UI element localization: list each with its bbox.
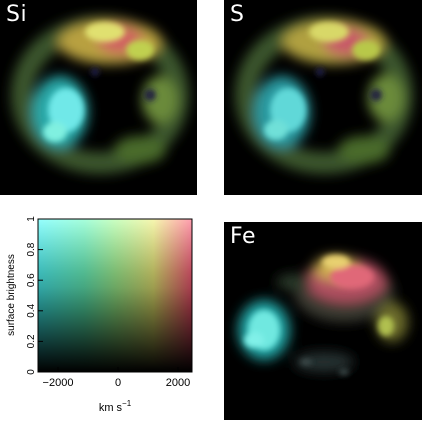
y-tick-label: 1 <box>26 216 37 222</box>
y-tick-label: 0.6 <box>26 273 37 287</box>
fe-remnant-image <box>238 255 408 375</box>
x-tick-marks <box>57 367 179 372</box>
x-axis-label-text: km s <box>99 402 123 414</box>
fe-label: Fe <box>230 224 256 249</box>
x-tick-label: −2000 <box>43 377 74 389</box>
s-label: S <box>230 2 245 27</box>
y-axis-label: surface brightness <box>6 254 17 336</box>
y-tick-label: 0 <box>26 369 37 375</box>
x-tick-labels: −2000 0 2000 <box>43 377 191 389</box>
s-image-panel: S <box>224 0 422 195</box>
y-tick-label: 0.2 <box>26 334 37 348</box>
si-remnant-image <box>11 16 189 174</box>
velocity-brightness-color-key: 0 0.2 0.4 0.6 0.8 1 surface brightness −… <box>0 205 215 422</box>
y-tick-label: 0.4 <box>26 303 37 317</box>
x-axis-label: km s−1 <box>99 399 132 414</box>
x-axis-label-exponent: −1 <box>122 399 132 408</box>
x-tick-label: 0 <box>115 377 121 389</box>
color-key-plot: 0 0.2 0.4 0.6 0.8 1 surface brightness −… <box>6 216 193 414</box>
y-tick-label: 0.8 <box>26 242 37 256</box>
si-image-panel: Si <box>0 0 197 195</box>
x-tick-label: 2000 <box>166 377 190 389</box>
y-tick-marks <box>38 218 43 373</box>
color-key-frame <box>37 218 193 373</box>
fe-image-panel: Fe <box>224 222 422 420</box>
si-label: Si <box>6 2 28 27</box>
y-tick-labels: 0 0.2 0.4 0.6 0.8 1 <box>26 216 37 375</box>
color-key-brightness-fade <box>38 219 192 372</box>
s-remnant-image <box>235 16 413 174</box>
